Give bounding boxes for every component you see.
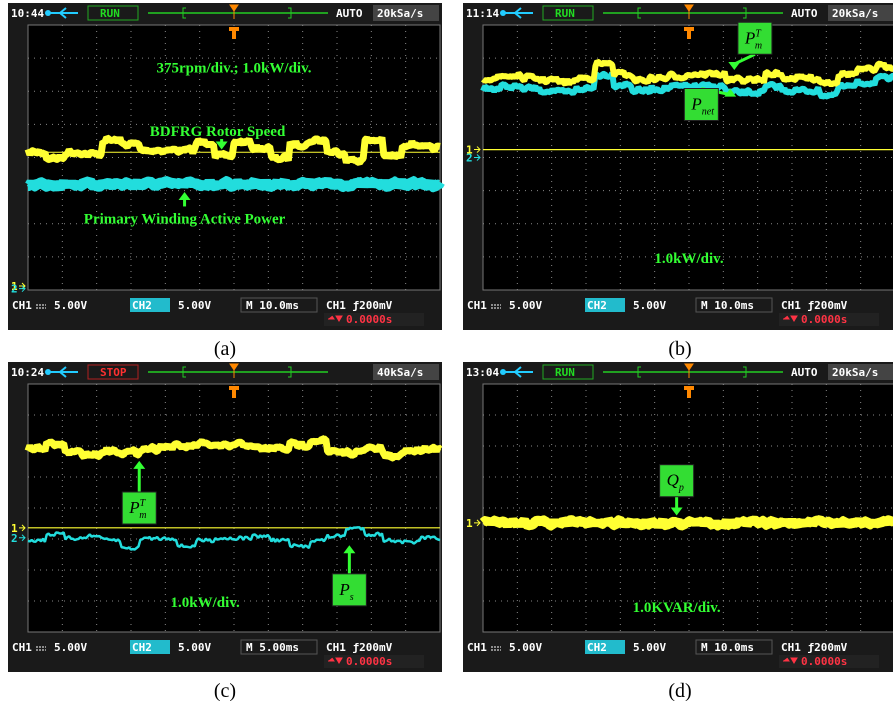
trigger-setting: CH1 ƒ200mV [781, 299, 848, 312]
channel-marker: 1 [466, 517, 473, 530]
subscript: s [350, 592, 354, 603]
ch2-label: CH2 [132, 299, 152, 312]
acq-mode: AUTO [791, 7, 818, 20]
acq-mode: AUTO [336, 7, 363, 20]
scope-screen: 10:44RUNAUTO20kSa/s12375rpm/div.; 1.0kW/… [8, 3, 442, 330]
annotation: Primary Winding Active Power [84, 211, 286, 227]
caption: (b) [668, 338, 691, 360]
scope-screen: 13:04 RUN AUTO 20kSa/s 1 Qp 1.0KVAR/div. CH1 5.0… [463, 362, 893, 672]
ch1-label: CH1 [467, 299, 487, 312]
trigger-offset: 0.0000s [346, 655, 392, 668]
ch2-label: CH2 [132, 641, 152, 654]
timebase: M 10.0ms [701, 299, 754, 312]
annotation: BDFRG Rotor Speed [150, 124, 286, 140]
figure: 10:44 RUN AUTO 20kSa/s 1 2 375rpm/div.; 1.0kW/… [0, 0, 893, 701]
channel-marker: 2 [466, 152, 473, 165]
run-state: STOP [100, 366, 127, 379]
timebase: M 10.0ms [246, 299, 299, 312]
clock: 10:24 [11, 366, 44, 379]
sample-rate: 20kSa/s [832, 7, 878, 20]
ch1-scale: 5.00V [509, 641, 542, 654]
channel-marker: 2 [11, 283, 18, 296]
trigger-setting: CH1 ƒ200mV [326, 299, 393, 312]
ch1-scale: 5.00V [54, 641, 87, 654]
clock: 10:44 [11, 7, 44, 20]
clock: 13:04 [466, 366, 499, 379]
trigger-offset: 0.0000s [801, 313, 847, 326]
symbol: P [744, 28, 755, 47]
timebase: M 10.0ms [701, 641, 754, 654]
annotation: 1.0kW/div. [654, 251, 723, 267]
subscript: net [702, 107, 714, 118]
usb-dot [45, 369, 51, 375]
run-state: RUN [555, 366, 575, 379]
annotation: 1.0kW/div. [171, 595, 240, 611]
trigger-setting: CH1 ƒ200mV [326, 641, 393, 654]
subscript: m [139, 510, 146, 521]
symbol: P [128, 498, 139, 517]
caption: (d) [668, 680, 691, 701]
ch2-label: CH2 [587, 641, 607, 654]
trigger-setting: CH1 ƒ200mV [781, 641, 848, 654]
scope-screen: 10:24STOP40kSa/s12PTmPs1.0kW/div.CH15.00… [8, 362, 442, 672]
symbol: P [338, 580, 349, 599]
annotation: 1.0KVAR/div. [633, 600, 721, 616]
waveform [28, 181, 440, 187]
ch2-label: CH2 [587, 299, 607, 312]
channel-marker: 2 [11, 532, 18, 545]
run-state: RUN [100, 7, 120, 20]
ch1-label: CH1 [12, 299, 32, 312]
usb-dot [500, 10, 506, 16]
subscript: m [755, 40, 762, 51]
ch2-scale: 5.00V [178, 641, 211, 654]
sample-rate: 20kSa/s [377, 7, 423, 20]
run-state: RUN [555, 7, 575, 20]
ch2-scale: 5.00V [633, 641, 666, 654]
annotation: 375rpm/div.; 1.0kW/div. [156, 60, 311, 76]
trigger-offset: 0.0000s [346, 313, 392, 326]
clock: 11:14 [466, 7, 499, 20]
acq-mode: AUTO [791, 366, 818, 379]
scope-screen: 11:14RUNAUTO20kSa/s12PTmPnet1.0kW/div.CH… [463, 3, 893, 330]
symbol: P [690, 95, 701, 114]
usb-dot [45, 10, 51, 16]
ch1-label: CH1 [12, 641, 32, 654]
ch1-scale: 5.00V [509, 299, 542, 312]
ch1-label: CH1 [467, 641, 487, 654]
subscript: p [678, 483, 684, 494]
ch1-scale: 5.00V [54, 299, 87, 312]
symbol: Q [667, 471, 679, 490]
usb-dot [500, 369, 506, 375]
caption: (c) [214, 680, 236, 701]
sample-rate: 40kSa/s [377, 366, 423, 379]
sample-rate: 20kSa/s [832, 366, 878, 379]
ch2-scale: 5.00V [633, 299, 666, 312]
caption: (a) [214, 338, 236, 360]
waveform [483, 520, 893, 526]
timebase: M 5.00ms [246, 641, 299, 654]
trigger-offset: 0.0000s [801, 655, 847, 668]
ch2-scale: 5.00V [178, 299, 211, 312]
